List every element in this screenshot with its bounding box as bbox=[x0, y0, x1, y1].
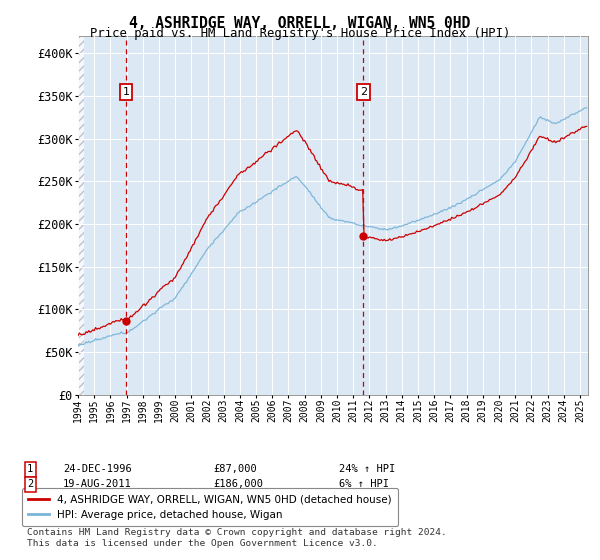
Text: 6% ↑ HPI: 6% ↑ HPI bbox=[339, 479, 389, 489]
Text: 2: 2 bbox=[27, 479, 33, 489]
Text: 24% ↑ HPI: 24% ↑ HPI bbox=[339, 464, 395, 474]
Text: £87,000: £87,000 bbox=[213, 464, 257, 474]
Text: 19-AUG-2011: 19-AUG-2011 bbox=[63, 479, 132, 489]
Text: Price paid vs. HM Land Registry's House Price Index (HPI): Price paid vs. HM Land Registry's House … bbox=[90, 27, 510, 40]
Text: 4, ASHRIDGE WAY, ORRELL, WIGAN, WN5 0HD: 4, ASHRIDGE WAY, ORRELL, WIGAN, WN5 0HD bbox=[130, 16, 470, 31]
Text: 1: 1 bbox=[122, 87, 130, 97]
Text: Contains HM Land Registry data © Crown copyright and database right 2024.
This d: Contains HM Land Registry data © Crown c… bbox=[27, 528, 447, 548]
Text: 24-DEC-1996: 24-DEC-1996 bbox=[63, 464, 132, 474]
Text: 2: 2 bbox=[360, 87, 367, 97]
Text: 1: 1 bbox=[27, 464, 33, 474]
Legend: 4, ASHRIDGE WAY, ORRELL, WIGAN, WN5 0HD (detached house), HPI: Average price, de: 4, ASHRIDGE WAY, ORRELL, WIGAN, WN5 0HD … bbox=[22, 488, 398, 526]
Text: £186,000: £186,000 bbox=[213, 479, 263, 489]
